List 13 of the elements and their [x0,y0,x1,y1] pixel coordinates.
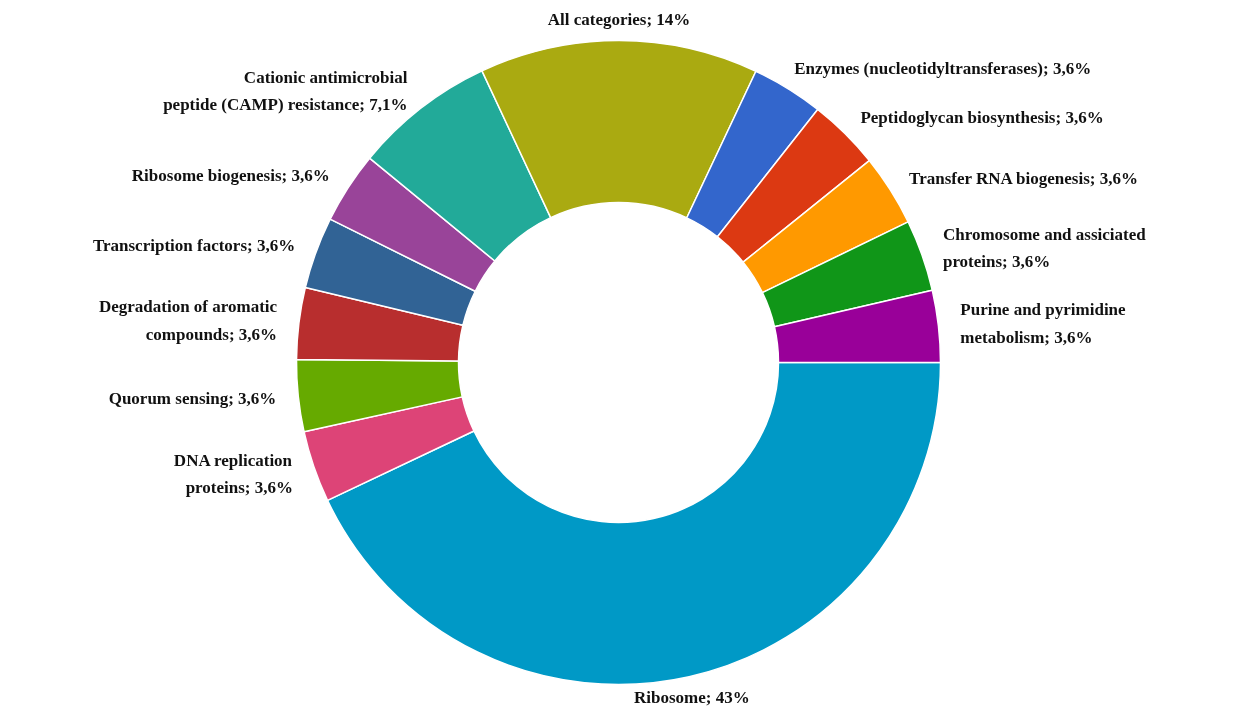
slice-label: Ribosome biogenesis; 3,6% [131,166,330,186]
slice-label: Enzymes (nucleotidyltransferases); 3,6% [794,59,1092,79]
slice-label: DNA replication proteins; 3,6% [173,450,294,498]
slice-label: Transcription factors; 3,6% [92,235,296,255]
slice-label: All categories; 14% [547,9,691,29]
slice-label: Quorum sensing; 3,6% [108,388,277,408]
slice-label: Ribosome; 43% [633,688,750,708]
slice-label: Cationic antimicrobial peptide (CAMP) resistance; 7,1% [163,67,408,115]
slice-label: Peptidoglycan biosynthesis; 3,6% [860,108,1104,128]
slice-label: Degradation of aromatic compounds; 3,6% [98,297,278,344]
slice-label: Transfer RNA biogenesis; 3,6% [909,168,1138,188]
slice-label: Purine and pyrimidine metabolism; 3,6% [960,300,1127,347]
slice-label: Chromosome and assiciated proteins; 3,6% [942,224,1147,272]
